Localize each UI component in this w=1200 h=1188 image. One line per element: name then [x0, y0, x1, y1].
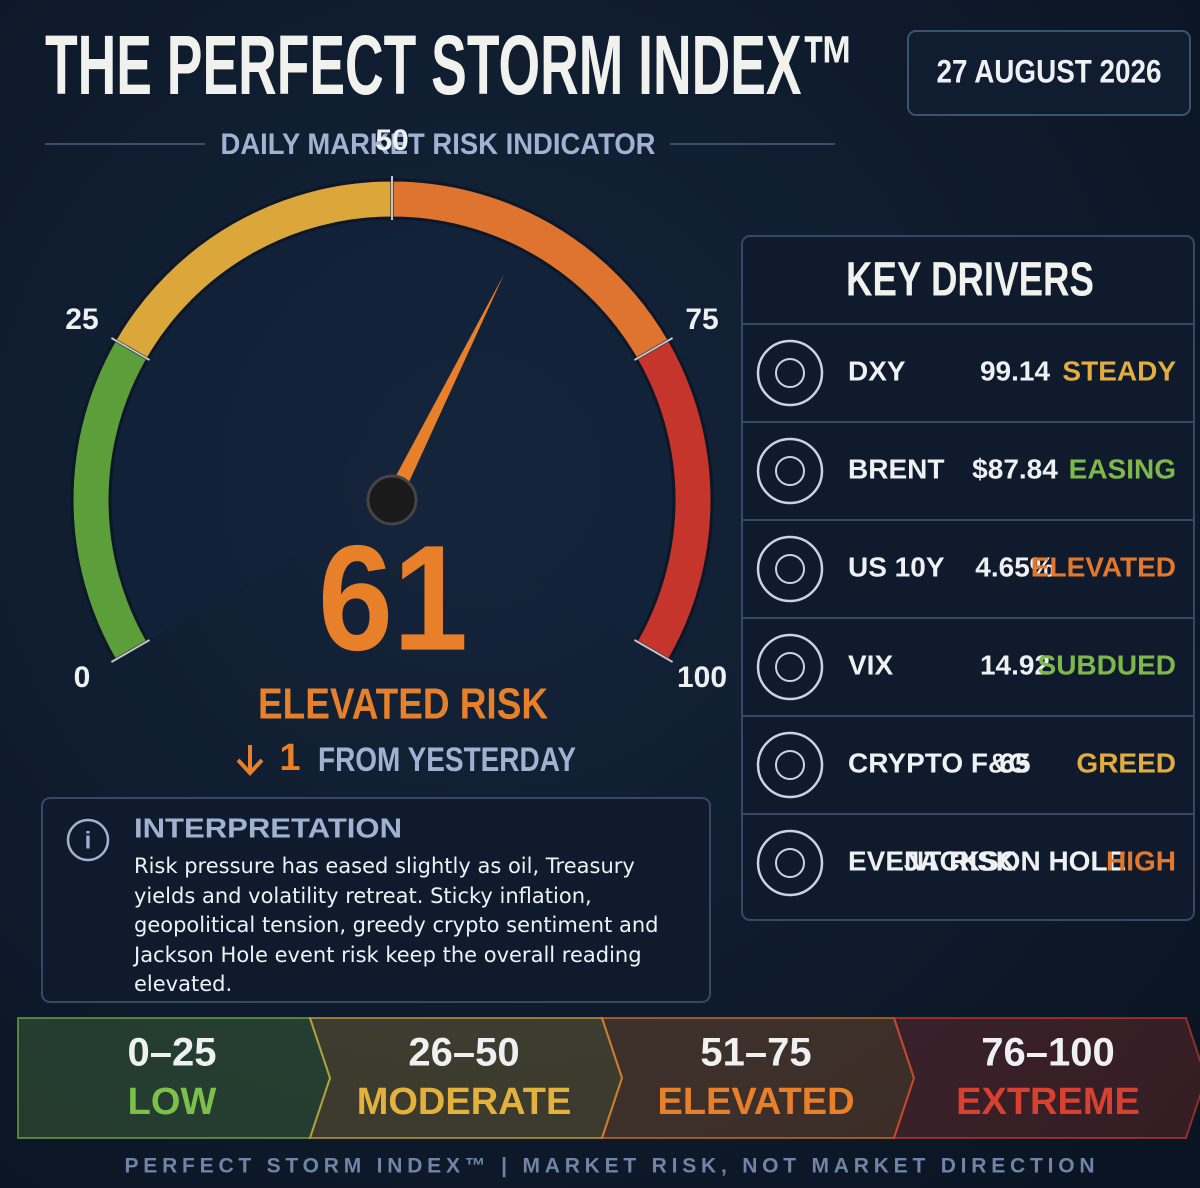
scale-label: MODERATE — [357, 1081, 572, 1123]
gauge-value: 61 — [318, 514, 468, 682]
gauge-tick-label: 25 — [65, 303, 98, 336]
driver-icon — [756, 731, 824, 799]
date-box — [907, 30, 1191, 116]
drivers-title: KEY DRIVERS — [846, 254, 1094, 307]
interpretation-text: Risk pressure has eased slightly as oil,… — [134, 854, 659, 996]
scale: 0–25 LOW 26–50 MODERATE 51–75 ELEVATED 76–100 E… — [17, 1017, 1200, 1139]
date: 27 AUGUST 2026 — [937, 53, 1162, 89]
gauge-tick — [633, 639, 674, 663]
gauge-label: ELEVATED RISK — [258, 680, 548, 729]
driver-name: BRENT — [848, 453, 944, 484]
driver-icon-inner — [775, 750, 805, 780]
gauge-tick — [633, 337, 674, 361]
driver-name: CRYPTO F&G — [848, 747, 1030, 778]
gauge: 0 25 50 75 100 — [65, 124, 727, 694]
driver-icon-inner — [775, 652, 805, 682]
driver-status: GREED — [1076, 747, 1176, 778]
driver-icon — [756, 829, 824, 897]
gauge-needle — [384, 274, 505, 504]
gauge-face — [109, 217, 674, 641]
scale-band — [892, 1017, 1200, 1139]
interpretation-box — [41, 797, 711, 1003]
interpretation-title: INTERPRETATION — [134, 812, 402, 843]
driver-status: HIGH — [1106, 845, 1176, 876]
scale-range: 51–75 — [700, 1031, 811, 1075]
driver-icon — [756, 437, 824, 505]
down-arrow — [236, 745, 264, 776]
driver-value: 99.14 — [980, 355, 1050, 386]
driver-value: 65 — [999, 747, 1030, 778]
driver-status: ELEVATED — [1031, 551, 1176, 582]
title: THE PERFECT STORM INDEX™ — [45, 18, 855, 112]
driver-icon — [756, 633, 824, 701]
driver-name: DXY — [848, 355, 906, 386]
gauge-tick-label: 50 — [375, 124, 408, 157]
driver-icon — [756, 535, 824, 603]
scale-label: ELEVATED — [657, 1081, 854, 1123]
driver-status: STEADY — [1062, 355, 1176, 386]
driver-value: $87.84 — [972, 453, 1058, 484]
driver-value: 4.65% — [975, 551, 1054, 582]
scale-label: LOW — [128, 1081, 217, 1123]
driver-icon-inner — [775, 456, 805, 486]
change-value: 1 — [279, 737, 300, 779]
drivers-box — [741, 235, 1195, 921]
subtitle: DAILY MARKET RISK INDICATOR — [221, 128, 656, 161]
info-icon — [66, 818, 110, 862]
footer: PERFECT STORM INDEX™ | MARKET RISK, NOT … — [125, 1155, 1100, 1178]
driver-status: EASING — [1069, 453, 1176, 484]
driver-icon-inner — [775, 554, 805, 584]
driver-icon — [756, 339, 824, 407]
change-text: FROM YESTERDAY — [318, 741, 576, 779]
gauge-tick — [110, 337, 151, 361]
scale-range: 26–50 — [408, 1031, 519, 1075]
driver-name: US 10Y — [848, 551, 945, 582]
driver-icon-inner — [775, 848, 805, 878]
driver-status: SUBDUED — [1038, 649, 1176, 680]
scale-label: EXTREME — [956, 1081, 1140, 1123]
gauge-tick-label: 75 — [685, 303, 718, 336]
driver-icon-inner — [775, 358, 805, 388]
driver-name: EVENT RISK — [848, 845, 1016, 876]
scale-range: 76–100 — [981, 1031, 1114, 1075]
info-icon-glyph: i — [85, 827, 92, 854]
drivers: DXY 99.14 STEADY BRENT $87.84 EASING US 10Y 4.6… — [742, 323, 1194, 897]
needle-hub — [366, 474, 418, 526]
scale-range: 0–25 — [128, 1031, 217, 1075]
driver-name: VIX — [848, 649, 893, 680]
gauge-tick — [110, 639, 151, 663]
gauge-tick-label: 100 — [677, 661, 727, 694]
gauge-tick-label: 0 — [74, 661, 91, 694]
driver-value: 14.92 — [980, 649, 1050, 680]
driver-value: JACKSON HOLE — [904, 845, 1126, 876]
